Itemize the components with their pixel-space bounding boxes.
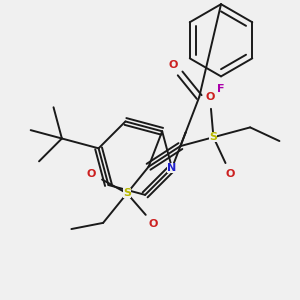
Text: S: S [123,188,131,198]
Text: O: O [169,60,178,70]
Text: S: S [209,132,217,142]
Text: O: O [226,169,235,179]
Text: O: O [87,169,96,179]
Text: O: O [149,219,158,229]
Text: F: F [217,84,225,94]
Text: O: O [205,92,214,102]
Text: N: N [167,163,177,173]
